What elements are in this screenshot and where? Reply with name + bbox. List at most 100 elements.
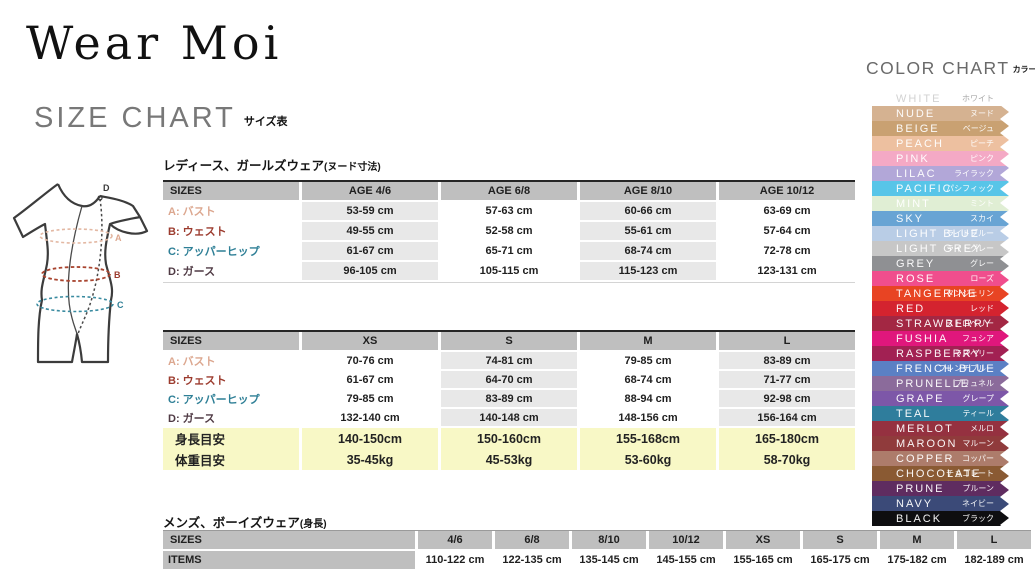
color-name-jp: ブラック <box>962 514 994 523</box>
color-swatch: PINK ピンク <box>872 151 1009 166</box>
guide-cell-value: 53-60kg <box>580 449 716 470</box>
color-name-jp: チョコレート <box>946 469 994 478</box>
guide-cell-value: 58-70kg <box>719 449 855 470</box>
color-name-jp: メルロ <box>970 424 994 433</box>
cell-value: 123-131 cm <box>719 262 855 280</box>
guide-cell-value: 155-168cm <box>580 428 716 449</box>
upper-hip-ellipse <box>36 295 114 313</box>
color-name-jp: グレー <box>970 259 994 268</box>
cell-value: 72-78 cm <box>719 242 855 260</box>
cell-value: 92-98 cm <box>719 390 855 407</box>
size-chart-title-jp: サイズ表 <box>243 116 288 128</box>
color-name: BLACK <box>896 512 943 525</box>
color-name-jp: パシフィック <box>946 184 994 193</box>
color-name-jp: ベージュ <box>962 124 994 133</box>
color-name: PINK <box>896 152 930 165</box>
color-name: CHOCOLATE <box>896 467 982 480</box>
color-name: SKY <box>896 212 925 225</box>
guide-cell-value: 35-45kg <box>302 449 438 470</box>
cell-value: 96-105 cm <box>302 262 438 280</box>
cell-value: 71-77 cm <box>719 371 855 388</box>
column-header: XS <box>302 332 438 350</box>
color-swatch: CHOCOLATE チョコレート <box>872 466 1009 481</box>
column-header: 10/12 <box>649 531 723 549</box>
cell-value: 68-74 cm <box>580 371 716 388</box>
sizes-header: SIZES <box>163 182 299 200</box>
cell-value: 83-89 cm <box>719 352 855 369</box>
neckline <box>56 183 101 208</box>
row-label: C: アッパーヒップ <box>163 390 299 407</box>
cell-value: 156-164 cm <box>719 409 855 426</box>
color-swatch: GREY グレー <box>872 256 1009 271</box>
column-header: 6/8 <box>495 531 569 549</box>
cell-value: 68-74 cm <box>580 242 716 260</box>
marker-b-label: B <box>114 270 121 280</box>
color-swatch: LIGHT BLUE ライトブルー <box>872 226 1009 241</box>
row-label: A: バスト <box>163 352 299 369</box>
cell-value: 79-85 cm <box>580 352 716 369</box>
guide-cell-value: 165-180cm <box>719 428 855 449</box>
color-swatch: GRAPE グレープ <box>872 391 1009 406</box>
cell-value: 63-69 cm <box>719 202 855 220</box>
cell-value: 105-115 cm <box>441 262 577 280</box>
color-name: PEACH <box>896 137 944 150</box>
color-name: NUDE <box>896 107 936 120</box>
color-swatch: BEIGE ベージュ <box>872 121 1009 136</box>
color-name: LIGHT GREY <box>896 242 983 255</box>
girth-anchor-dot <box>97 195 103 201</box>
color-swatch: MAROON マルーン <box>872 436 1009 451</box>
color-name: GREY <box>896 257 936 270</box>
cell-value: 165-175 cm <box>803 551 877 569</box>
color-name: MERLOT <box>896 422 954 435</box>
color-name-jp: ライラック <box>954 169 994 178</box>
color-name-jp: グレープ <box>962 394 994 403</box>
cell-value: 155-165 cm <box>726 551 800 569</box>
page-title: SIZE CHART サイズ表 <box>34 102 288 135</box>
color-name-jp: ローズ <box>970 274 994 283</box>
cell-value: 52-58 cm <box>441 222 577 240</box>
color-name-jp: ライトブルー <box>946 229 994 238</box>
womens-size-table: SIZES XS S M L A: バスト 70-76 cm 74-81 cm 79-85 cm… <box>163 330 855 470</box>
color-name: PRUNELLE <box>896 377 971 390</box>
sizes-header: SIZES <box>163 531 415 549</box>
cell-value: 148-156 cm <box>580 409 716 426</box>
color-swatch: PRUNE プルーン <box>872 481 1009 496</box>
column-header: AGE 10/12 <box>719 182 855 200</box>
girls-section-title: レディース、ガールズウェア(ヌード寸法) <box>163 155 381 174</box>
girls-title-text: レディース、ガールズウェア <box>163 159 325 173</box>
color-name-jp: タンジェリン <box>946 289 994 298</box>
color-name-jp: レッド <box>970 304 994 313</box>
marker-d-label: D <box>103 183 110 193</box>
color-name-jp: ヌード <box>970 109 994 118</box>
column-header: M <box>880 531 954 549</box>
color-name: BEIGE <box>896 122 940 135</box>
waist-ellipse <box>41 266 111 282</box>
color-name: NAVY <box>896 497 934 510</box>
color-name: WHITE <box>896 92 942 105</box>
color-swatch: PEACH ピーチ <box>872 136 1009 151</box>
color-swatch: LIGHT GREY ライトグレー <box>872 241 1009 256</box>
cell-value: 115-123 cm <box>580 262 716 280</box>
color-swatch: WHITE ホワイト <box>872 91 1009 106</box>
color-name: LILAC <box>896 167 937 180</box>
measurement-figure-diagram: A B C D <box>12 183 149 364</box>
color-name: PACIFIC <box>896 182 953 195</box>
girls-title-note: (ヌード寸法) <box>324 162 381 173</box>
color-chart-title-jp: カラー表 <box>1012 65 1035 74</box>
cell-value: 182-189 cm <box>957 551 1031 569</box>
color-name: RED <box>896 302 926 315</box>
column-header: AGE 4/6 <box>302 182 438 200</box>
cell-value: 57-63 cm <box>441 202 577 220</box>
color-name-jp: ピーチ <box>970 139 994 148</box>
color-swatch: FUSHIA フュシア <box>872 331 1009 346</box>
column-header: S <box>803 531 877 549</box>
column-header: 8/10 <box>572 531 646 549</box>
cell-value: 55-61 cm <box>580 222 716 240</box>
color-name-jp: スカイ <box>970 214 994 223</box>
color-name: COPPER <box>896 452 955 465</box>
color-name: MINT <box>896 197 931 210</box>
row-label: B: ウェスト <box>163 371 299 388</box>
color-chart-title: COLOR CHARTカラー表 <box>866 58 1035 79</box>
cell-value: 83-89 cm <box>441 390 577 407</box>
row-label: A: バスト <box>163 202 299 220</box>
